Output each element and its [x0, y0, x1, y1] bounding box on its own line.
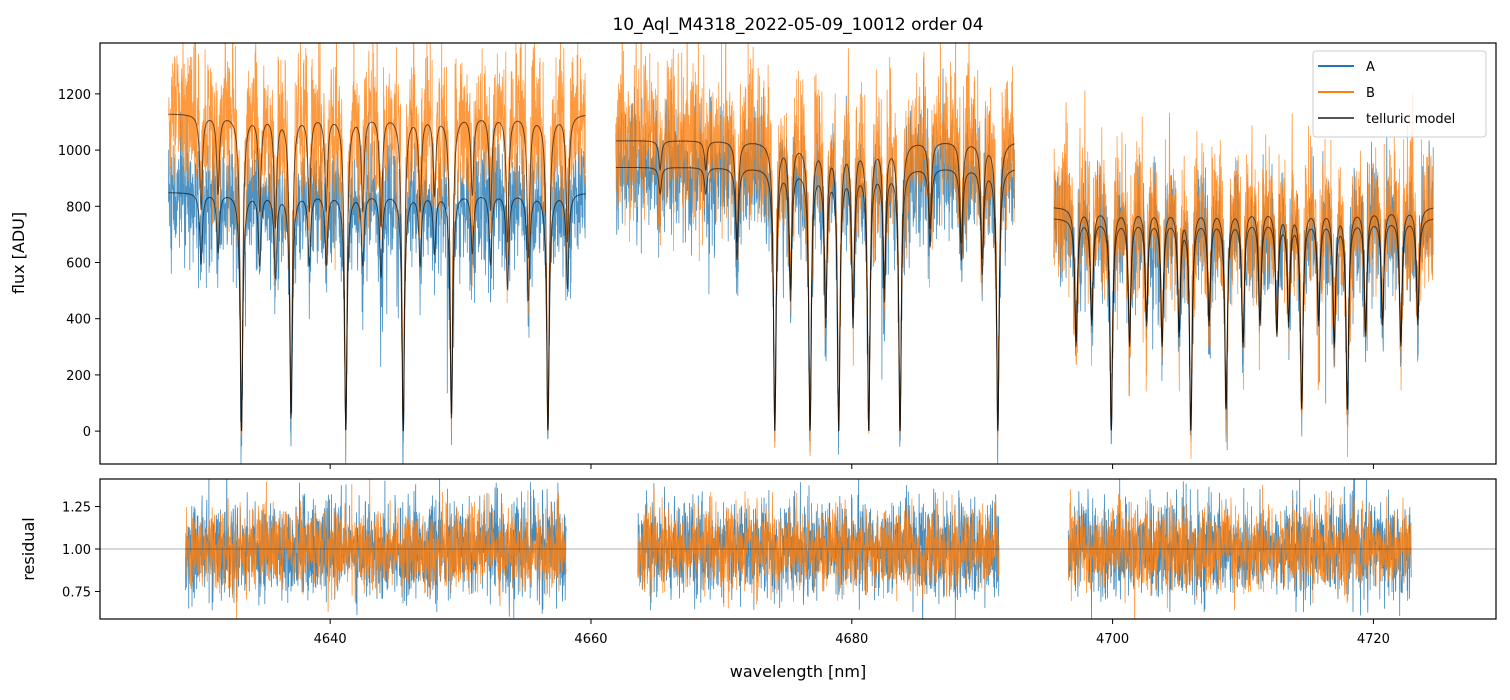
- x-axis-label: wavelength [nm]: [730, 662, 867, 681]
- y-tick-label-flux: 800: [66, 200, 91, 215]
- y-tick-label-flux: 200: [66, 369, 91, 384]
- y-tick-label-flux: 0: [83, 425, 91, 440]
- y-tick-label-flux: 1000: [58, 144, 91, 159]
- x-tick-label: 4640: [314, 632, 347, 647]
- legend: A B telluric model: [1312, 50, 1487, 138]
- y-tick-label-residual: 1.00: [62, 543, 91, 558]
- telluric-model-b: [168, 113, 1434, 432]
- flux-panel: 0 200 400 600 800 1000 1200: [58, 42, 1497, 469]
- x-tick-label: 4680: [835, 632, 868, 647]
- residual-series-b: [185, 479, 1412, 619]
- flux-axes-frame: [99, 42, 1497, 465]
- x-tick-label: 4660: [574, 632, 607, 647]
- legend-label-telluric: telluric model: [1366, 112, 1455, 127]
- y-axis-label-flux: flux [ADU]: [9, 212, 28, 294]
- y-tick-label-residual: 1.25: [62, 501, 91, 516]
- y-axis-label-residual: residual: [19, 517, 38, 580]
- legend-label-b: B: [1366, 86, 1375, 101]
- y-tick-label-flux: 400: [66, 313, 91, 328]
- legend-label-a: A: [1366, 60, 1375, 75]
- residual-panel: 0.75 1.00 1.25 4640 4660 4680 4700 4720: [62, 478, 1497, 647]
- x-tick-label: 4700: [1096, 632, 1129, 647]
- y-tick-label-flux: 600: [66, 256, 91, 271]
- x-tick-label: 4720: [1357, 632, 1390, 647]
- chart-title: 10_Aql_M4318_2022-05-09_10012 order 04: [612, 15, 983, 35]
- y-tick-label-flux: 1200: [58, 88, 91, 103]
- y-tick-label-residual: 0.75: [62, 585, 91, 600]
